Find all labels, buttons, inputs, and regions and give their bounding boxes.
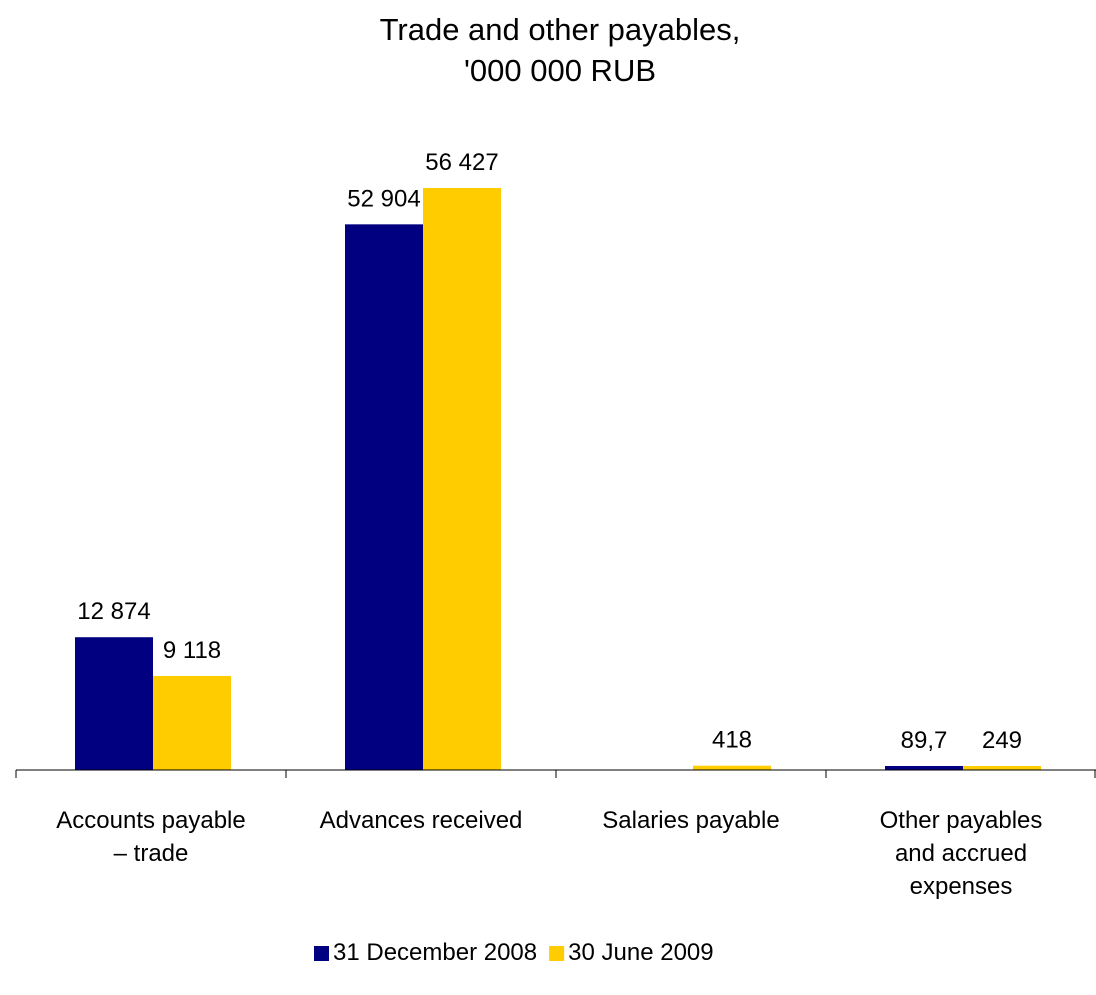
bar xyxy=(885,766,963,770)
chart-title-line: Trade and other payables, xyxy=(380,12,741,47)
category-label: and accrued xyxy=(895,840,1027,867)
category-labels: Accounts payable – trade Advances received… xyxy=(56,807,1042,900)
bars xyxy=(75,188,1041,770)
legend-label: 30 June 2009 xyxy=(568,939,713,966)
bar xyxy=(963,766,1041,770)
bar xyxy=(423,188,501,770)
legend: 31 December 2008 30 June 2009 xyxy=(314,939,714,966)
data-label: 52 904 xyxy=(347,185,420,212)
legend-label: 31 December 2008 xyxy=(333,939,537,966)
chart-title-line: '000 000 RUB xyxy=(464,53,656,88)
legend-swatch xyxy=(314,946,329,961)
bar xyxy=(345,224,423,770)
bar xyxy=(693,765,771,770)
bar xyxy=(153,675,231,770)
legend-swatch xyxy=(549,946,565,961)
data-label: 12 874 xyxy=(77,598,150,625)
x-axis xyxy=(15,769,1096,778)
data-label: 9 118 xyxy=(163,637,221,664)
category-label: expenses xyxy=(910,873,1013,900)
data-label: 249 xyxy=(982,727,1022,754)
data-label: 56 427 xyxy=(425,149,498,176)
chart-title: Trade and other payables, '000 000 RUB xyxy=(380,12,741,88)
bar xyxy=(75,637,153,770)
data-label: 418 xyxy=(712,727,752,754)
data-label: 89,7 xyxy=(901,727,948,754)
category-label: – trade xyxy=(114,840,189,867)
category-label: Other payables xyxy=(880,807,1043,834)
category-label: Accounts payable xyxy=(56,807,245,834)
category-label: Salaries payable xyxy=(602,807,779,834)
category-label: Advances received xyxy=(320,807,523,834)
